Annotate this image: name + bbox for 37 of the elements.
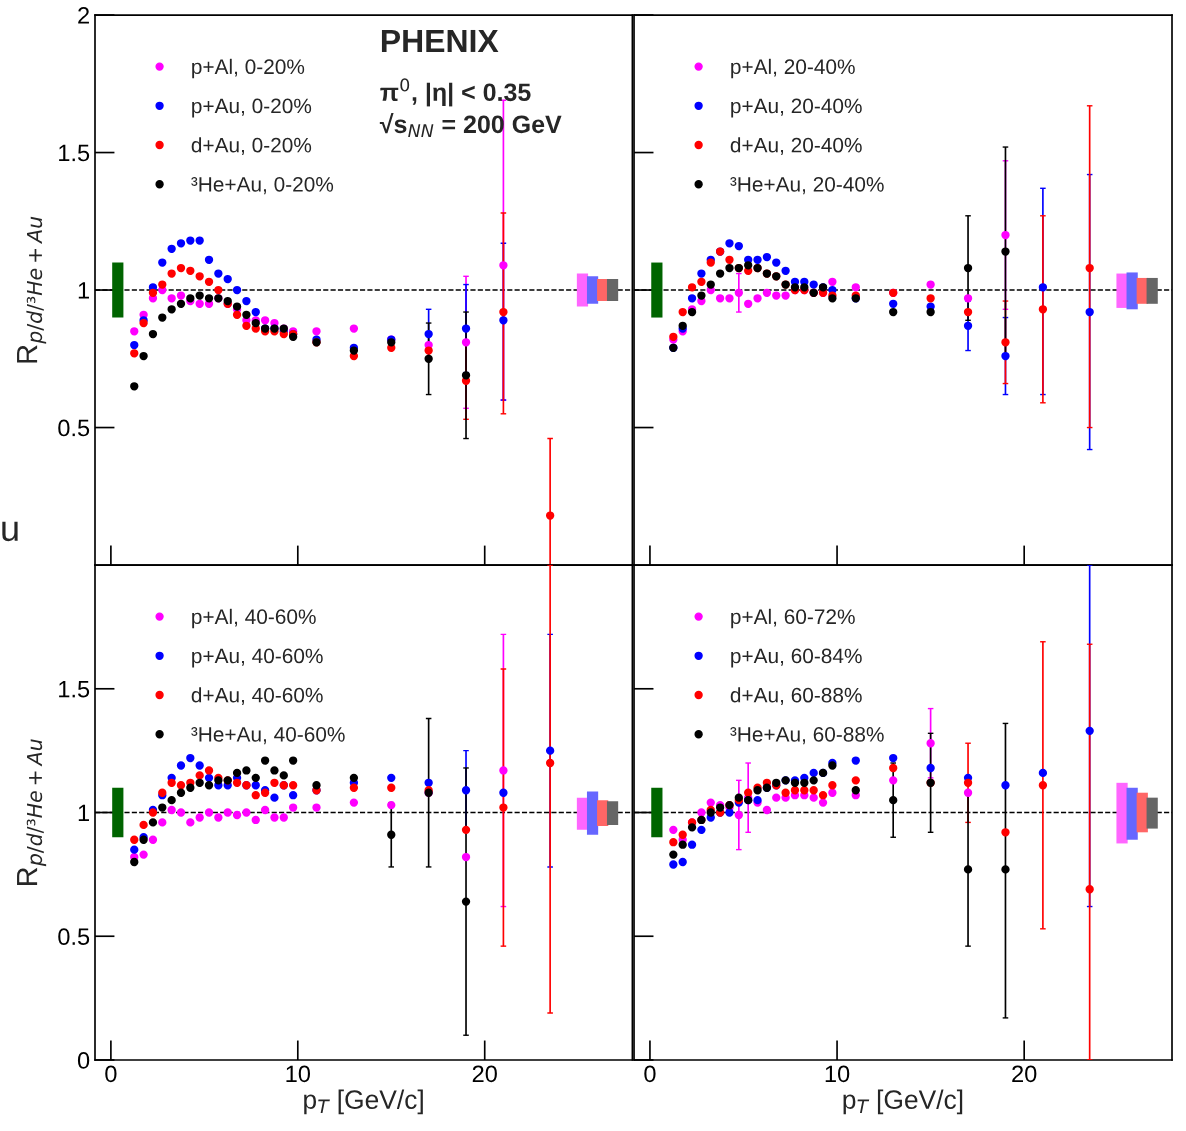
legend-label: ³He+Au, 40-60% [191,726,345,745]
legend-label: ³He+Au, 20-40% [730,176,884,195]
y-tick-label: 2 [78,7,89,24]
y-tick-label: 1.5 [59,681,90,698]
y-tick-label: 0.5 [58,419,90,437]
legend-label: p+Al, 40-60% [192,608,316,629]
legend-label: d+Au, 20-40% [730,137,862,155]
text: u [2,521,18,542]
legend-label: p+Au, 20-40% [731,98,862,118]
x-axis-title: p$_{T}$ [GeV/c] [304,1089,423,1115]
x-tick-label: 0 [105,1065,117,1083]
legend-label: p+Al, 60-72% [731,608,855,629]
x-tick-label: 0 [644,1065,656,1083]
x-tick-label: 20 [472,1065,497,1083]
x-tick-label: 10 [825,1065,850,1083]
legend-label: d+Au, 0-20% [191,137,312,155]
y-tick-label: 1.5 [59,144,90,162]
y-axis-title: R$_{p/d/³He+Au}$ [17,739,47,886]
legend-label: d+Au, 60-88% [730,687,862,705]
legend-label: p+Au, 0-20% [192,98,312,118]
legend-label: p+Al, 20-40% [731,58,855,79]
legend-label: ³He+Au, 60-88% [730,726,884,745]
y-tick-label: 1 [78,282,89,299]
chart-title: PHENIX [381,29,499,52]
legend-label: ³He+Au, 0-20% [191,176,334,195]
x-axis-title: p$_{T}$ [GeV/c] [843,1089,963,1115]
legend-label: d+Au, 40-60% [191,687,323,705]
y-tick-label: 1 [78,804,89,822]
x-tick-label: 10 [286,1065,311,1083]
x-tick-label: 20 [1012,1065,1037,1083]
y-axis-title: R$_{p/d/³He+Au}$ [17,216,47,363]
y-tick-label: 0 [77,1052,90,1069]
legend-label: p+Au, 40-60% [192,648,323,668]
legend-label: p+Au, 60-84% [731,648,862,668]
legend-label: p+Al, 0-20% [192,58,305,79]
annotation: π$^{0}$, |η| < 0.35 [380,78,531,107]
y-tick-label: 0.5 [58,928,90,946]
